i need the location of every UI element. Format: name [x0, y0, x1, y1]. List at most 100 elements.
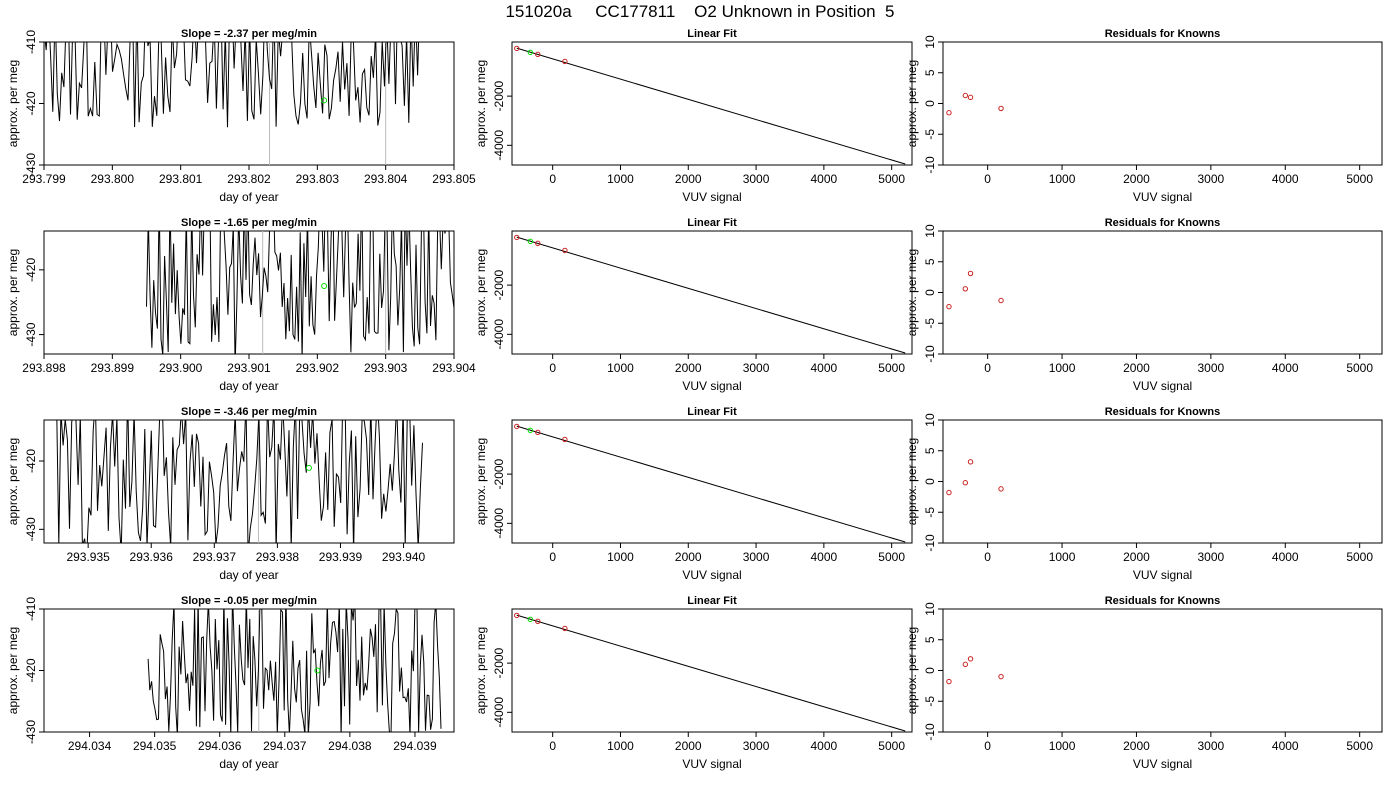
figure-title: 151020a CC177811 O2 Unknown in Position … [505, 2, 895, 21]
y-tick-label: 0 [923, 478, 937, 485]
y-tick-label: 10 [923, 413, 937, 427]
x-tick-label: 293.903 [364, 361, 408, 375]
chart-panel-10: Slope = -0.05 per meg/min 294.034 294.035 2… [6, 595, 455, 771]
plot-area [44, 42, 420, 165]
x-tick-label: 294.034 [68, 739, 112, 753]
x-tick-label: 2000 [1123, 739, 1150, 753]
x-tick-label: 293.936 [130, 550, 174, 564]
y-tick-label: -410 [24, 30, 38, 54]
x-tick-label: 4000 [811, 550, 838, 564]
x-tick-label: 3000 [1198, 361, 1225, 375]
plot-area [514, 234, 906, 354]
y-tick-label: -430 [24, 720, 38, 744]
x-axis-label: VUV signal [682, 190, 741, 204]
panel-title: Residuals for Knowns [1105, 217, 1221, 229]
residual-point [962, 286, 969, 292]
y-tick-label: -410 [24, 597, 38, 621]
x-tick-label: 2000 [675, 361, 702, 375]
fit-line [516, 614, 906, 732]
data-trace [146, 231, 454, 354]
x-tick-label: 3000 [743, 172, 770, 186]
panel-title: Linear Fit [687, 28, 737, 40]
plot-frame [942, 230, 1383, 355]
x-tick-label: 1000 [607, 550, 634, 564]
y-axis-label: approx. per meg [905, 60, 919, 147]
data-trace [44, 42, 420, 128]
y-axis-label: approx. per meg [474, 249, 488, 336]
x-tick-label: 4000 [811, 172, 838, 186]
x-tick-label: 4000 [1272, 550, 1299, 564]
y-tick-label: -420 [24, 449, 38, 473]
x-tick-label: 0 [984, 739, 991, 753]
plot-frame [511, 419, 913, 544]
x-tick-label: 5000 [878, 550, 905, 564]
residual-point [962, 661, 969, 668]
y-axis-label: approx. per meg [905, 627, 919, 714]
plot-frame [511, 608, 913, 733]
x-axis-label: VUV signal [1133, 379, 1192, 393]
y-tick-label: 0 [923, 100, 937, 107]
fit-line [516, 47, 906, 165]
unknown-point [305, 464, 312, 471]
y-tick-label: 10 [923, 602, 937, 616]
plot-frame [942, 608, 1383, 733]
residual-point [967, 656, 974, 662]
x-tick-label: 5000 [878, 361, 905, 375]
panel-title: Linear Fit [687, 406, 737, 418]
plot-area [946, 92, 1004, 116]
x-tick-label: 0 [549, 550, 556, 564]
x-tick-label: 5000 [1346, 361, 1373, 375]
x-tick-label: 0 [549, 172, 556, 186]
panel-title: Linear Fit [687, 217, 737, 229]
x-tick-label: 4000 [1272, 172, 1299, 186]
unknown-point [527, 238, 534, 245]
known-point [562, 58, 568, 65]
x-axis-label: VUV signal [1133, 757, 1192, 771]
known-point [535, 51, 541, 57]
x-tick-label: 293.940 [382, 550, 426, 564]
x-tick-label: 3000 [1198, 550, 1225, 564]
y-tick-label: -430 [24, 517, 38, 541]
x-tick-label: 293.803 [296, 172, 340, 186]
residual-point [946, 303, 952, 310]
x-tick-label: 1000 [607, 172, 634, 186]
fit-line [516, 236, 906, 354]
x-axis-label: VUV signal [1133, 190, 1192, 204]
panel-title: Slope = -1.65 per meg/min [181, 217, 317, 229]
panel-title: Slope = -3.46 per meg/min [181, 406, 317, 418]
x-tick-label: 1000 [607, 361, 634, 375]
chart-panel-11: Linear Fit 0 1000 2000 3000 4000 5000 -2000 -400… [474, 595, 913, 771]
y-tick-label: -430 [24, 153, 38, 177]
unknown-point [527, 49, 534, 56]
plot-area [56, 420, 423, 543]
chart-panel-7: Slope = -3.46 per meg/min 293.935 293.936 2… [6, 406, 455, 582]
x-tick-label: 293.899 [91, 361, 135, 375]
x-axis-label: day of year [219, 568, 278, 582]
y-tick-label: -5 [923, 318, 937, 329]
unknown-point [321, 283, 328, 290]
residual-point [998, 673, 1004, 680]
x-tick-label: 293.901 [227, 361, 271, 375]
x-tick-label: 5000 [878, 739, 905, 753]
y-tick-label: -5 [923, 507, 937, 518]
x-tick-label: 293.900 [159, 361, 203, 375]
y-tick-label: -4000 [492, 319, 506, 350]
plot-area [514, 612, 906, 732]
y-tick-label: -10 [923, 534, 937, 552]
unknown-point [321, 97, 328, 104]
panel-title: Residuals for Knowns [1105, 406, 1221, 418]
known-point [514, 234, 520, 241]
y-tick-label: -4000 [492, 130, 506, 161]
x-tick-label: 293.939 [319, 550, 363, 564]
residual-point [946, 110, 952, 116]
panel-title: Residuals for Knowns [1105, 28, 1221, 40]
plot-area [146, 231, 454, 354]
plot-area [514, 45, 906, 165]
x-tick-label: 5000 [878, 172, 905, 186]
residual-point [998, 486, 1004, 492]
x-tick-label: 1000 [607, 739, 634, 753]
x-tick-label: 0 [549, 739, 556, 753]
y-axis-label: approx. per meg [905, 249, 919, 336]
x-tick-label: 293.804 [364, 172, 408, 186]
